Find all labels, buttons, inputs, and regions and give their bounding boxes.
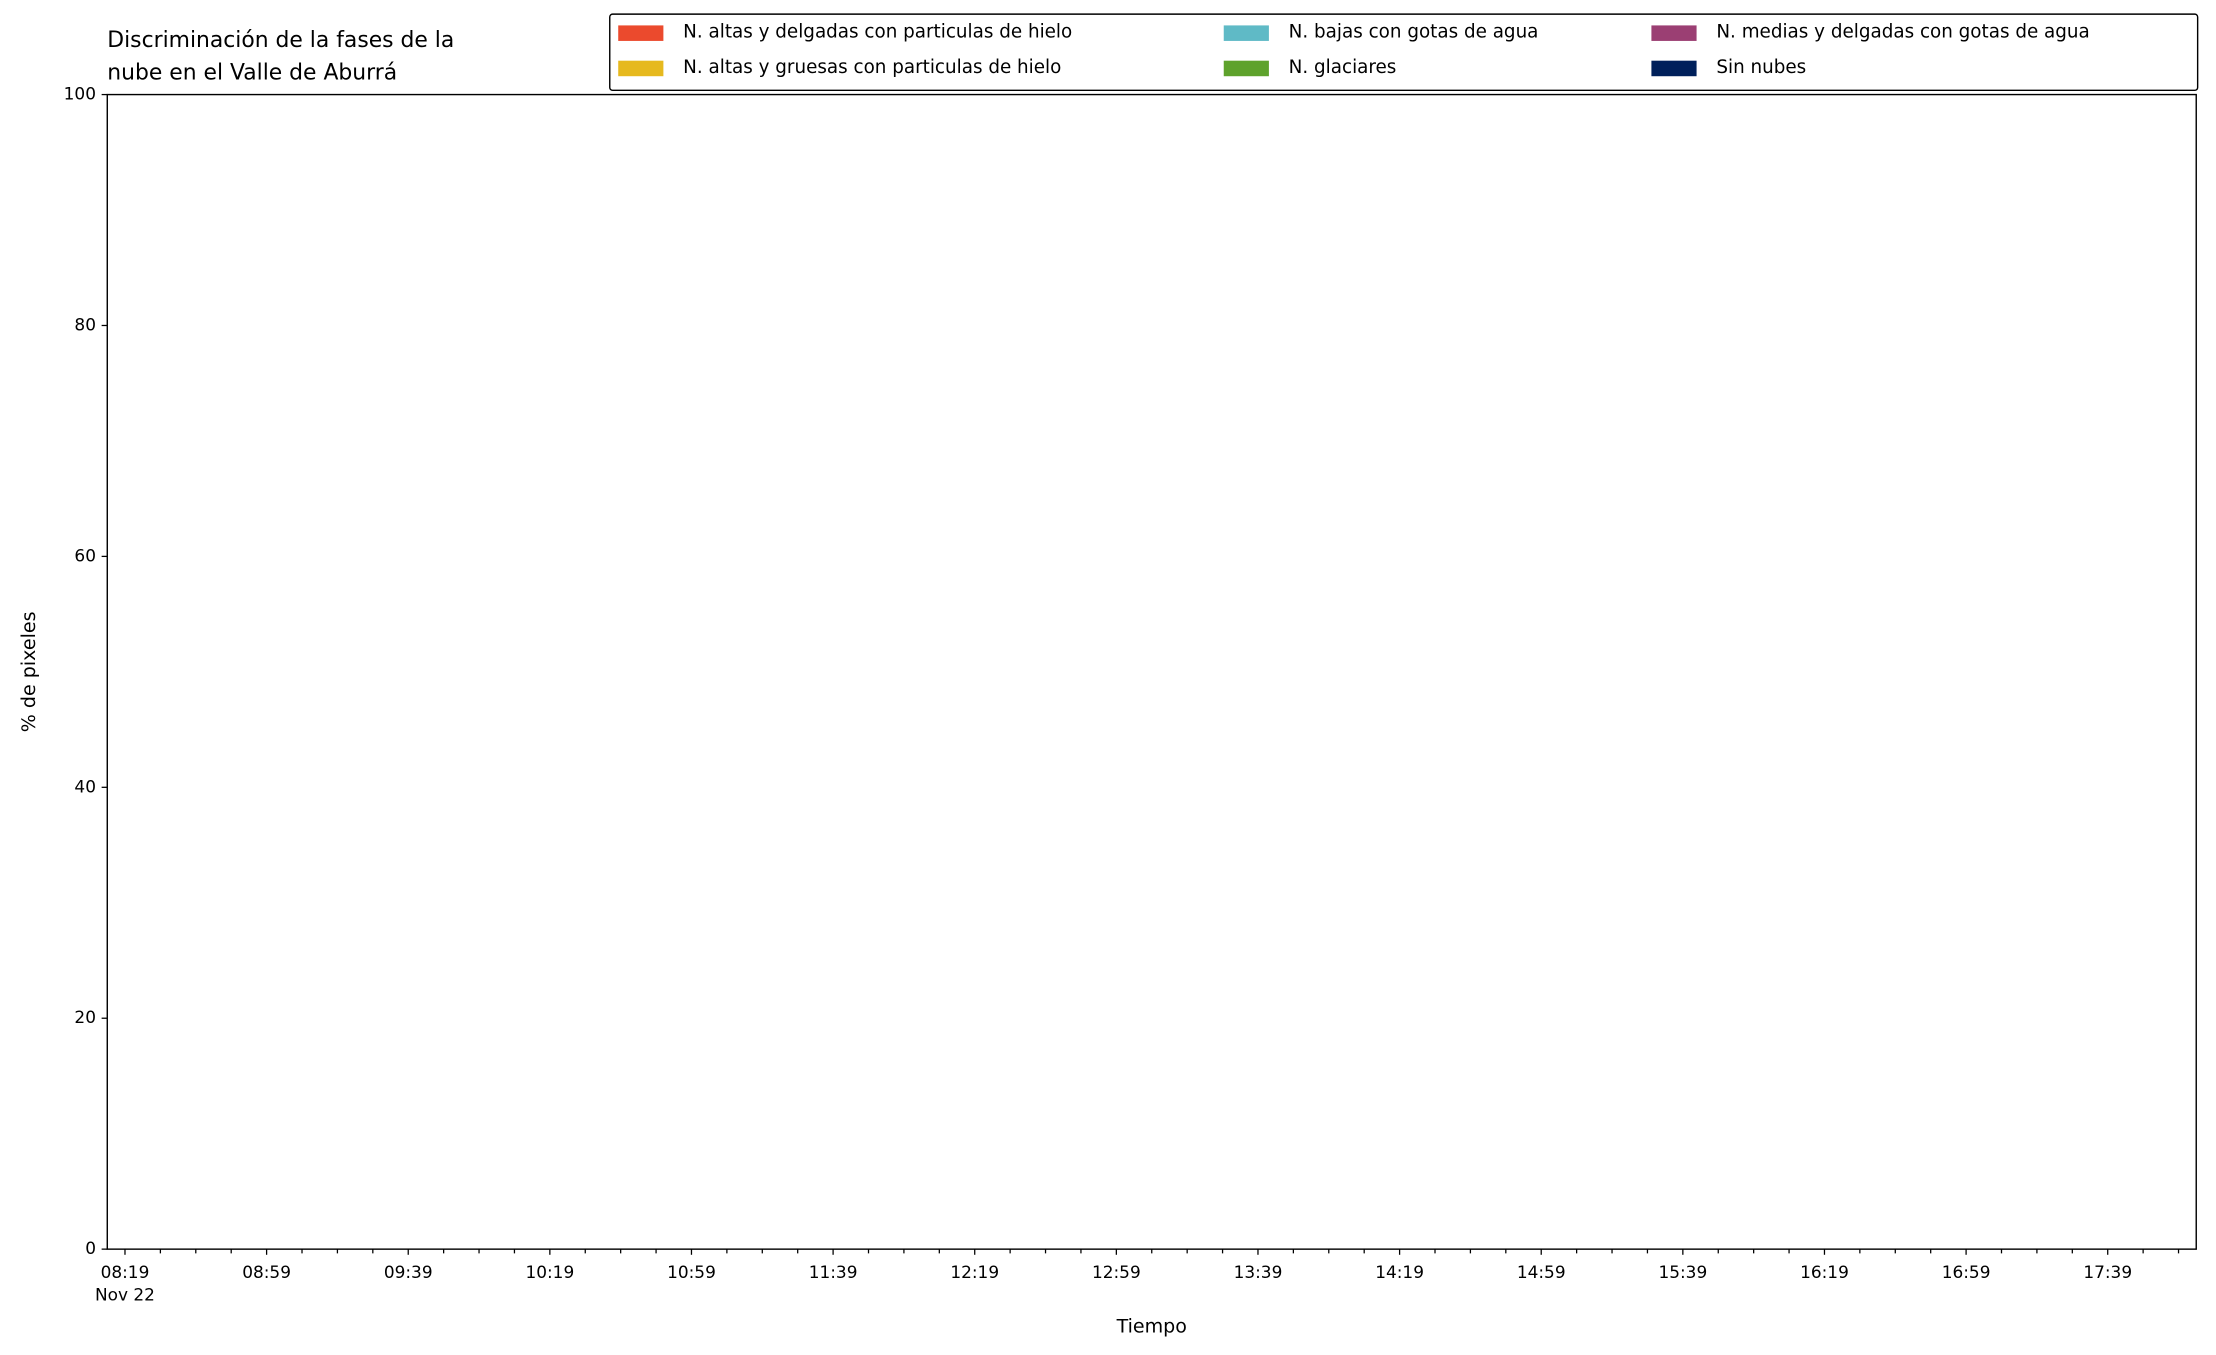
legend-label: N. bajas con gotas de agua <box>1289 21 1539 42</box>
y-axis-label: % de pixeles <box>18 611 40 732</box>
x-tick-label: 14:19 <box>1375 1262 1424 1282</box>
x-tick-label: 11:39 <box>809 1262 858 1282</box>
x-date-label: Nov 22 <box>95 1285 155 1305</box>
legend-box <box>609 13 2199 92</box>
y-tick-label: 20 <box>74 1007 96 1027</box>
legend-swatch <box>1223 25 1269 41</box>
x-tick-label: 13:39 <box>1234 1262 1283 1282</box>
x-tick-label: 10:19 <box>525 1262 574 1282</box>
x-tick-label: 16:59 <box>1942 1262 1991 1282</box>
y-tick-label: 60 <box>74 545 96 565</box>
x-tick-label: 16:19 <box>1800 1262 1849 1282</box>
legend-label: N. altas y gruesas con particulas de hie… <box>683 57 1061 78</box>
y-tick-label: 100 <box>64 84 96 104</box>
y-tick-label: 40 <box>74 776 96 796</box>
legend-swatch <box>618 60 664 77</box>
chart-title: nube en el Valle de Aburrá <box>107 60 397 85</box>
x-tick-label: 12:19 <box>950 1262 999 1282</box>
y-tick-label: 80 <box>74 314 96 334</box>
x-tick-label: 08:19 <box>101 1262 150 1282</box>
x-tick-label: 12:59 <box>1092 1262 1141 1282</box>
y-tick-label: 0 <box>85 1238 96 1258</box>
x-tick-label: 08:59 <box>242 1262 291 1282</box>
x-axis-label: Tiempo <box>1116 1315 1187 1337</box>
x-tick-label: 10:59 <box>667 1262 716 1282</box>
legend-swatch <box>1651 25 1697 41</box>
legend-label: Sin nubes <box>1716 57 1806 78</box>
legend-swatch <box>1651 60 1697 77</box>
x-tick-label: 17:39 <box>2083 1262 2132 1282</box>
legend-label: N. altas y delgadas con particulas de hi… <box>683 21 1072 42</box>
legend-swatch <box>1223 60 1269 77</box>
legend-swatch <box>618 25 664 41</box>
legend-label: N. medias y delgadas con gotas de agua <box>1716 21 2089 42</box>
x-tick-label: 14:59 <box>1517 1262 1566 1282</box>
legend-label: N. glaciares <box>1289 57 1397 78</box>
chart-title: Discriminación de la fases de la <box>107 28 454 53</box>
x-tick-label: 09:39 <box>384 1262 433 1282</box>
x-tick-label: 15:39 <box>1658 1262 1707 1282</box>
